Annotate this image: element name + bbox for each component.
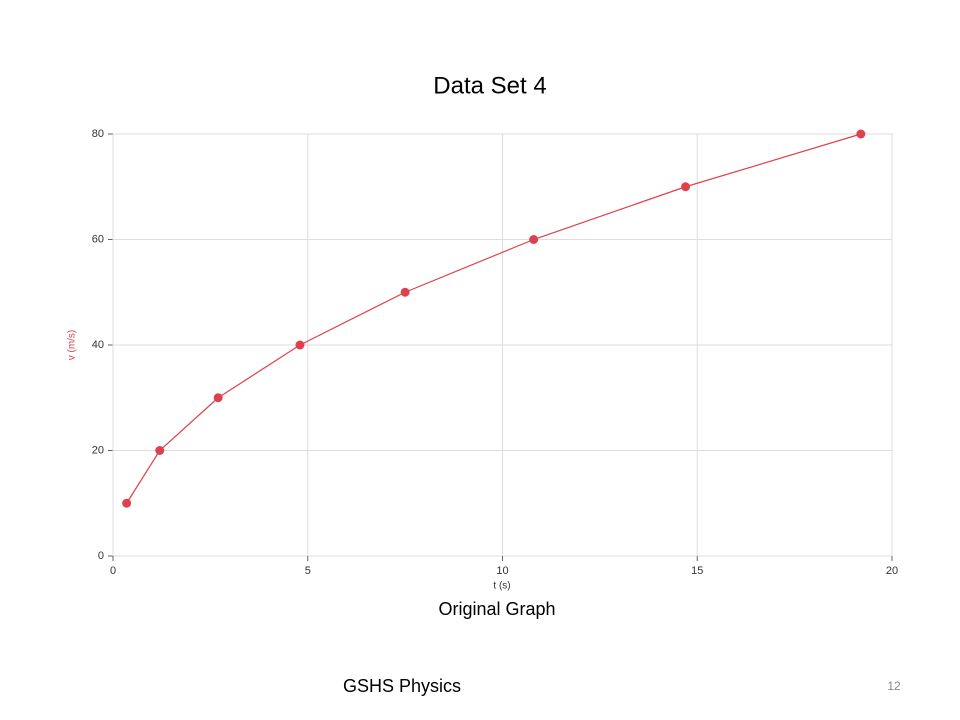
data-point [213, 393, 223, 403]
x-tick-label: 15 [691, 565, 703, 577]
data-point [400, 287, 410, 297]
data-line [126, 133, 862, 504]
data-point [155, 446, 165, 455]
data-point [122, 498, 132, 508]
caption: Original Graph [438, 599, 555, 619]
data-point [529, 235, 539, 244]
data-point [681, 182, 691, 192]
data-point [295, 340, 305, 350]
y-tick-label: 0 [98, 550, 104, 562]
x-tick-label: 20 [886, 565, 898, 577]
x-tick-label: 5 [305, 565, 311, 577]
footer: GSHS Physics [343, 676, 461, 696]
data-point [856, 129, 866, 139]
x-tick-label: 10 [496, 565, 508, 577]
y-tick-label: 40 [92, 339, 104, 351]
y-axis-label: v (m/s) [67, 330, 78, 361]
y-tick-label: 80 [92, 128, 104, 140]
slide-number: 12 [887, 679, 901, 693]
y-tick-label: 20 [92, 444, 104, 456]
y-tick-label: 60 [92, 233, 104, 245]
x-axis-label: t (s) [493, 581, 510, 592]
x-tick-label: 0 [110, 565, 116, 577]
chart-title: Data Set 4 [433, 72, 546, 99]
